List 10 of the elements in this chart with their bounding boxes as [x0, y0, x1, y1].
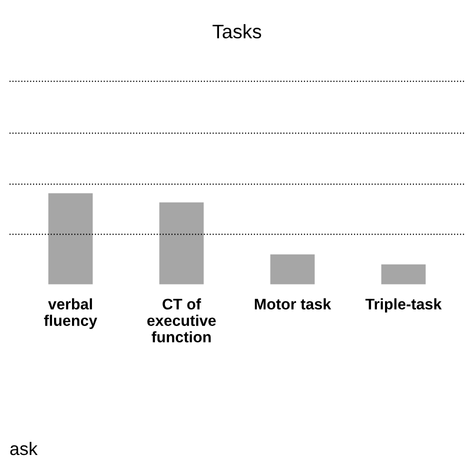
- text: ask: [10, 442, 38, 456]
- x-tick-label: verbal fluency: [44, 298, 98, 329]
- chart-title: Tasks: [212, 24, 262, 38]
- bar: [381, 264, 426, 284]
- x-tick-label: Triple-task: [365, 298, 442, 313]
- bar: [159, 202, 204, 284]
- x-tick-label: CT of executive function: [147, 298, 216, 342]
- bar: [270, 254, 315, 284]
- x-tick-label: Motor task: [254, 298, 332, 310]
- bar: [48, 193, 93, 284]
